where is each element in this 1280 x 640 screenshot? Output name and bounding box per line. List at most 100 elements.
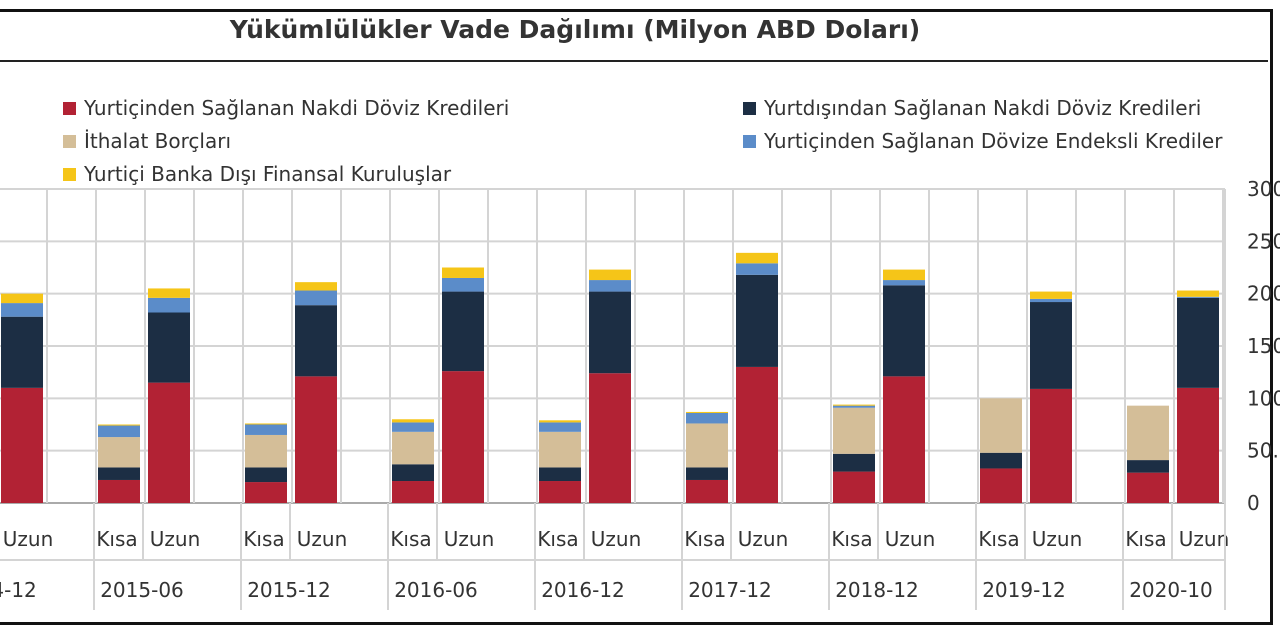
x-group-label: 2019-12	[982, 578, 1066, 602]
x-subcategory-label: Kısa	[537, 527, 578, 551]
legend-label: İthalat Borçları	[84, 129, 232, 153]
x-subcategory-label: Kısa	[243, 527, 284, 551]
x-subcategory-label: Uzun	[885, 527, 936, 551]
bar-segment	[148, 297, 190, 313]
legend-swatch	[63, 135, 76, 148]
x-subcategory-label: Uzun	[1032, 527, 1083, 551]
bar-segment	[539, 422, 581, 432]
x-subcategory-label: Kısa	[1125, 527, 1166, 551]
bar-segment	[442, 277, 484, 292]
x-subcategory-label: Uzun	[150, 527, 201, 551]
bar-segment	[98, 467, 140, 480]
x-group-label: 2017-12	[688, 578, 772, 602]
bar-segment	[686, 412, 728, 424]
legend-item: Yurtiçinden Sağlanan Nakdi Döviz Kredile…	[63, 96, 509, 120]
x-group-label: 2018-12	[835, 578, 919, 602]
bar-segment	[245, 423, 287, 425]
x-group-label: 2015-06	[100, 578, 184, 602]
bar-segment	[1177, 296, 1219, 298]
bar-segment	[245, 467, 287, 483]
x-subcategory-label: Kısa	[684, 527, 725, 551]
bar-segment	[883, 285, 925, 377]
y-tick-label: 0	[1247, 491, 1260, 515]
y-tick-label: 100.000	[1247, 386, 1280, 410]
legend-swatch	[63, 168, 76, 181]
bar-segment	[442, 371, 484, 503]
y-tick-label: 200.000	[1247, 282, 1280, 306]
bar-segment	[1030, 298, 1072, 303]
bar-segment	[1030, 302, 1072, 389]
bar-segment	[1030, 291, 1072, 299]
bar-segment	[392, 464, 434, 482]
bar-segment	[392, 419, 434, 423]
bar-segment	[736, 366, 778, 503]
x-subcategory-label: Uzun	[444, 527, 495, 551]
bar-segment	[686, 423, 728, 468]
x-subcategory-label: Kısa	[978, 527, 1019, 551]
y-tick-label: 250.000	[1247, 229, 1280, 253]
x-subcategory-label: Uzun	[3, 527, 54, 551]
x-subcategory-label: Kısa	[390, 527, 431, 551]
bar-segment	[1127, 405, 1169, 461]
x-subcategory-label: Uzun	[1179, 527, 1230, 551]
y-tick-label: 150.000	[1247, 334, 1280, 358]
bar-segment	[736, 252, 778, 264]
bar-segment	[539, 420, 581, 423]
x-subcategory-label: Uzun	[297, 527, 348, 551]
bar-segment	[98, 425, 140, 438]
y-tick-label: 50.000	[1247, 439, 1280, 463]
x-subcategory-label: Uzun	[738, 527, 789, 551]
bar-segment	[1177, 290, 1219, 297]
bar-segment	[148, 312, 190, 383]
bar-segment	[736, 274, 778, 367]
bar-segment	[833, 404, 875, 406]
bar-segment	[1127, 472, 1169, 503]
bar-segment	[980, 452, 1022, 469]
bar-segment	[245, 434, 287, 468]
bar-segment	[392, 422, 434, 432]
bar-segment	[392, 431, 434, 465]
bar-segment	[589, 269, 631, 281]
bar-segment	[980, 468, 1022, 503]
bar-segment	[883, 280, 925, 286]
x-group-label: 2016-06	[394, 578, 478, 602]
bar-segment	[98, 424, 140, 426]
bar-segment	[589, 291, 631, 374]
x-group-label: 2015-12	[247, 578, 331, 602]
bar-segment	[295, 290, 337, 306]
bar-segment	[833, 453, 875, 472]
legend-label: Yurtiçinden Sağlanan Dövize Endeksli Kre…	[764, 129, 1223, 153]
bar-segment	[686, 467, 728, 480]
legend-item: Yurtdışından Sağlanan Nakdi Döviz Kredil…	[743, 96, 1201, 120]
bar-segment	[833, 407, 875, 454]
x-subcategory-label: Kısa	[96, 527, 137, 551]
bar-segment	[833, 471, 875, 503]
bar-segment	[442, 267, 484, 278]
bar-segment	[589, 280, 631, 292]
bar-segment	[245, 482, 287, 503]
legend-swatch	[743, 102, 756, 115]
bar-segment	[980, 398, 1022, 453]
legend-swatch	[63, 102, 76, 115]
chart-title: Yükümlülükler Vade Dağılımı (Milyon ABD …	[229, 15, 921, 44]
bar-segment	[539, 467, 581, 482]
bar-segment	[883, 269, 925, 281]
title-divider	[0, 60, 1268, 62]
bar-segment	[148, 382, 190, 503]
legend-label: Yurtiçinden Sağlanan Nakdi Döviz Kredile…	[84, 96, 510, 120]
bar-segment	[1177, 297, 1219, 388]
bar-segment	[686, 479, 728, 503]
chart-frame	[0, 9, 1273, 625]
legend-item: İthalat Borçları	[63, 129, 231, 153]
bar-segment	[833, 405, 875, 408]
bar-segment	[539, 431, 581, 468]
x-subcategory-label: Uzun	[591, 527, 642, 551]
bar-segment	[1177, 387, 1219, 503]
legend-item: Yurtiçi Banka Dışı Finansal Kuruluşlar	[63, 162, 451, 186]
y-tick-label: 300.000	[1247, 177, 1280, 201]
bar-segment	[1, 387, 43, 503]
bar-segment	[392, 481, 434, 503]
bar-segment	[883, 376, 925, 503]
bar-segment	[98, 437, 140, 468]
